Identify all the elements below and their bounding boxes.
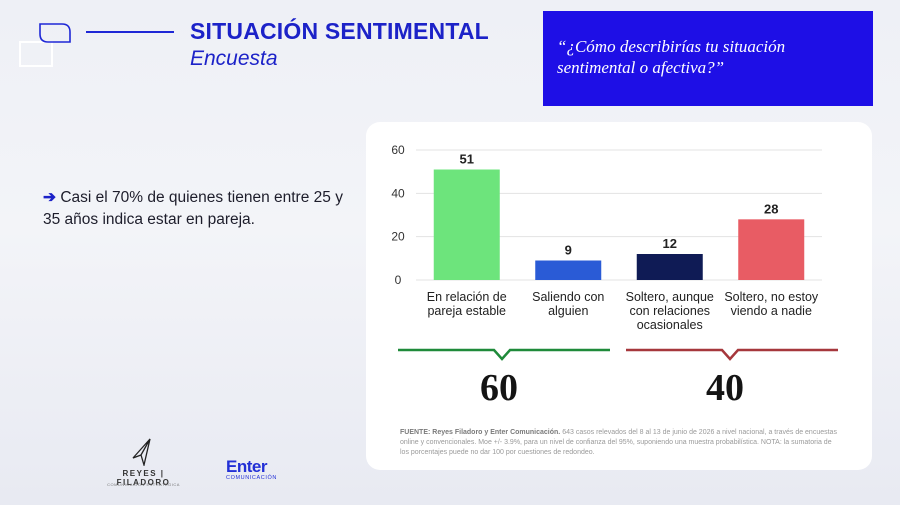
total-left: 60 — [480, 367, 518, 409]
bar — [535, 260, 602, 280]
question-box: “¿Cómo describirías tu situación sentime… — [543, 11, 873, 106]
y-tick-label: 20 — [391, 230, 405, 244]
data-label: 9 — [565, 243, 572, 258]
logo1-tagline: COMUNICACIÓN ESTRATÉGICA — [107, 482, 180, 487]
brand-logo-icon — [19, 23, 71, 67]
page-subtitle: Encuesta — [190, 47, 278, 70]
header-divider — [86, 31, 174, 33]
category-label: Soltero, no estoy viendo a nadie — [724, 290, 819, 318]
category-label: Soltero, aunque con relaciones ocasional… — [625, 290, 714, 332]
source-label: FUENTE: Reyes Filadoro y Enter Comunicac… — [400, 429, 561, 436]
reyes-filadoro-logo: REYES | FILADORO COMUNICACIÓN ESTRATÉGIC… — [96, 438, 191, 488]
y-tick-label: 0 — [395, 273, 402, 287]
category-label: Saliendo con alguien — [532, 290, 605, 318]
logo2-name: Enter — [226, 457, 267, 476]
data-label: 28 — [764, 201, 778, 216]
bar — [636, 254, 703, 280]
total-right: 40 — [706, 367, 744, 409]
data-label: 51 — [460, 152, 474, 167]
y-tick-label: 60 — [391, 143, 405, 157]
category-label: En relación de pareja estable — [426, 290, 507, 318]
bracket-right — [626, 348, 838, 361]
paper-plane-icon — [132, 438, 151, 466]
page-title: SITUACIÓN SENTIMENTAL — [190, 18, 489, 44]
key-finding-text: Casi el 70% de quienes tienen entre 25 y… — [43, 189, 343, 228]
source-text: 643 casos relevados del 8 al 13 de junio… — [400, 429, 837, 456]
key-finding: ➔ Casi el 70% de quienes tienen entre 25… — [43, 187, 343, 231]
y-tick-label: 40 — [391, 186, 405, 200]
bar-chart: 0 20 40 60 51 9 12 28 — [391, 143, 822, 287]
question-text: “¿Cómo describirías tu situación sentime… — [557, 37, 786, 77]
bar — [738, 219, 805, 280]
data-label: 12 — [663, 236, 677, 251]
enter-logo: Enter COMUNICACIÓN — [226, 458, 286, 481]
bar — [433, 169, 500, 280]
source-note: FUENTE: Reyes Filadoro y Enter Comunicac… — [400, 428, 840, 458]
logo1-name: REYES | FILADORO — [116, 469, 171, 487]
arrow-icon: ➔ — [43, 189, 56, 206]
bracket-left — [398, 348, 610, 361]
logo2-tagline: COMUNICACIÓN — [226, 475, 277, 481]
chart-card: 0 20 40 60 51 9 12 28 En relación de pareja est… — [366, 122, 872, 470]
